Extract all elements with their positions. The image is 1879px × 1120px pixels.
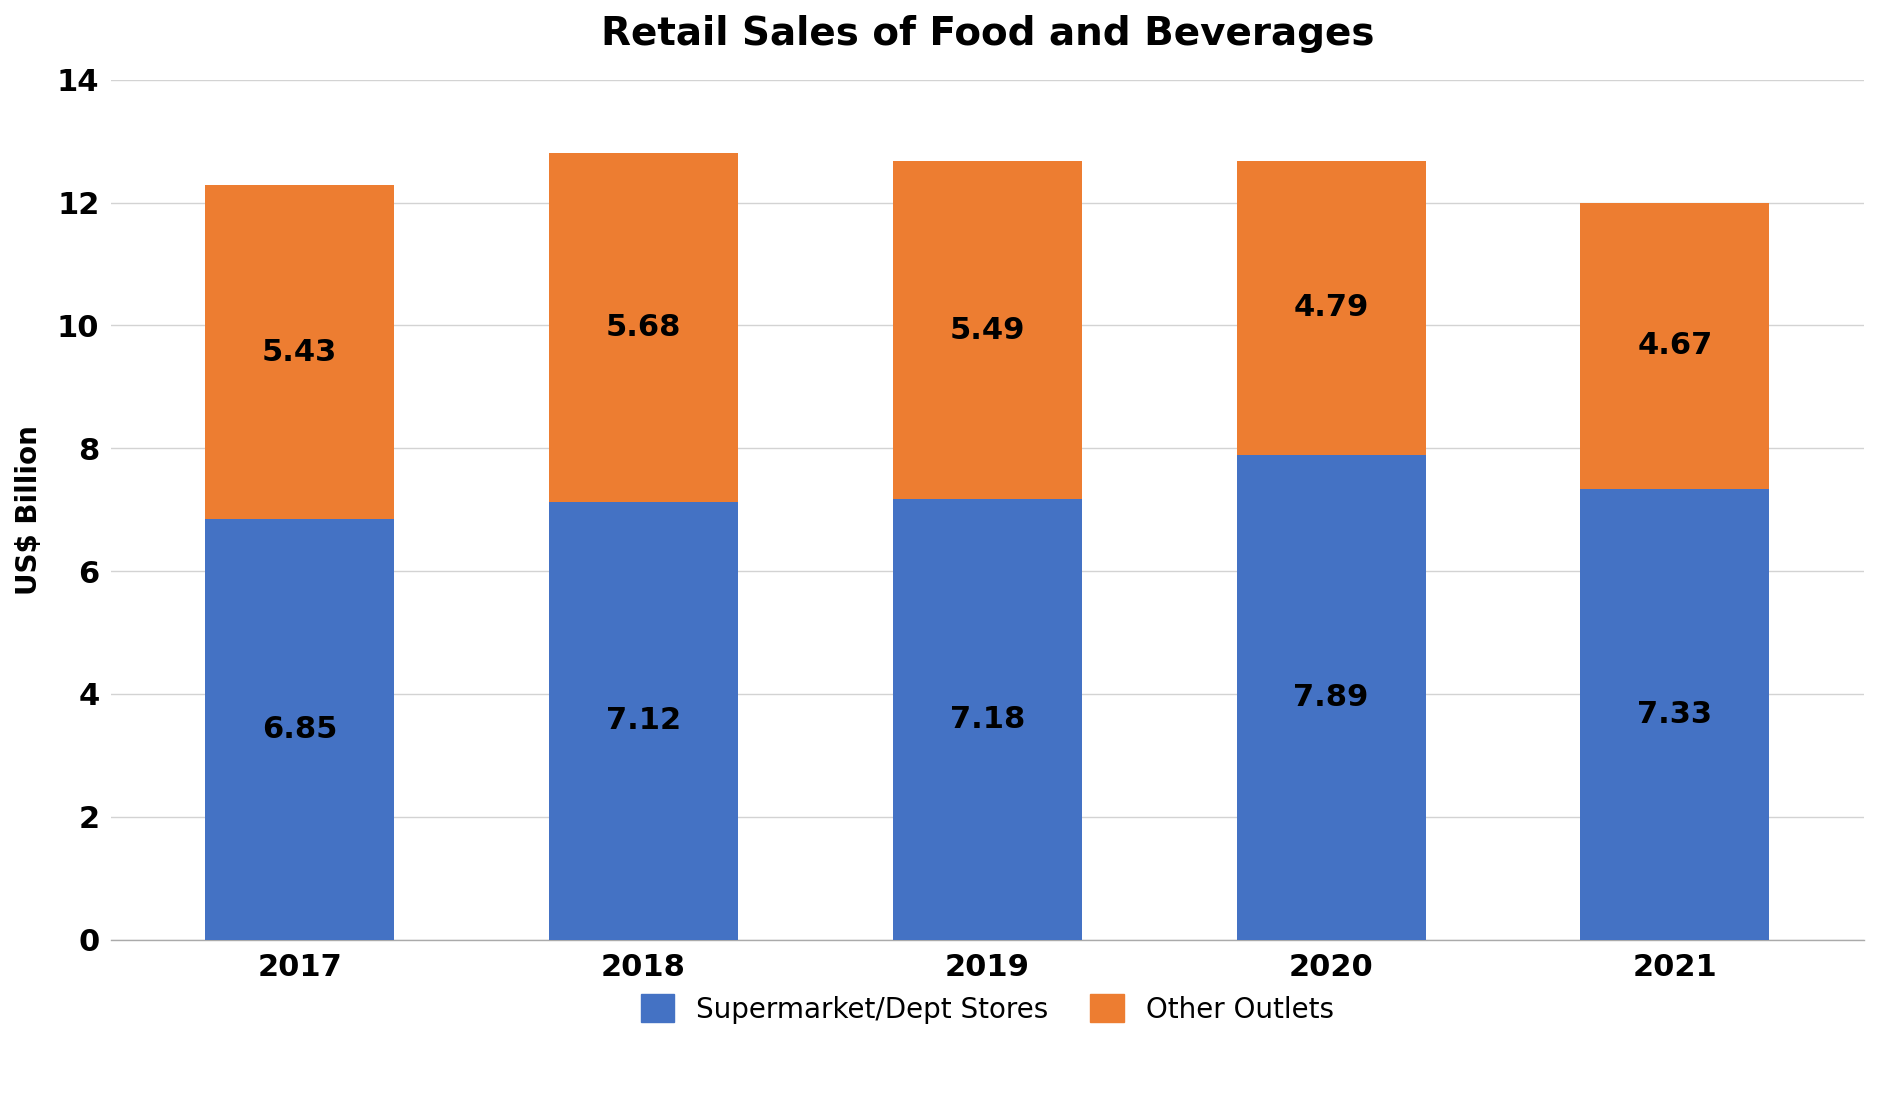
Text: 7.33: 7.33: [1637, 700, 1712, 729]
Text: 7.12: 7.12: [605, 707, 680, 736]
Text: 6.85: 6.85: [261, 715, 338, 744]
Bar: [1580, 203, 1770, 489]
Bar: [893, 498, 1082, 940]
Title: Retail Sales of Food and Beverages: Retail Sales of Food and Beverages: [601, 15, 1374, 53]
Text: 5.43: 5.43: [261, 337, 336, 366]
Text: 4.79: 4.79: [1293, 293, 1368, 323]
Bar: [549, 502, 738, 940]
Bar: [1236, 161, 1426, 455]
Bar: [1580, 489, 1770, 940]
Text: 7.18: 7.18: [949, 704, 1024, 734]
Text: 5.68: 5.68: [605, 314, 680, 343]
Bar: [893, 161, 1082, 498]
Legend: Supermarket/Dept Stores, Other Outlets: Supermarket/Dept Stores, Other Outlets: [628, 980, 1347, 1037]
Text: 5.49: 5.49: [949, 316, 1026, 345]
Bar: [205, 186, 395, 519]
Text: 7.89: 7.89: [1293, 683, 1368, 712]
Y-axis label: US$ Billion: US$ Billion: [15, 424, 43, 595]
Bar: [549, 153, 738, 502]
Bar: [1236, 455, 1426, 940]
Bar: [205, 519, 395, 940]
Text: 4.67: 4.67: [1637, 332, 1712, 361]
